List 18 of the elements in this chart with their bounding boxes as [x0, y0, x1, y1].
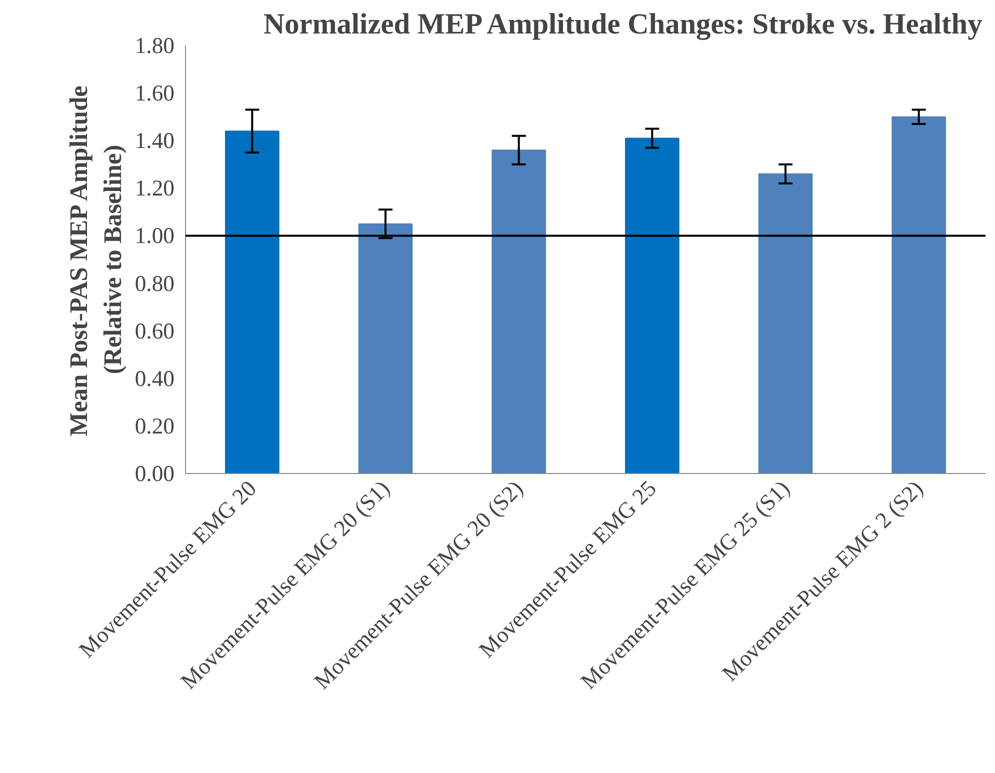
y-tick-label: 1.20: [134, 176, 175, 201]
y-tick-label: 1.00: [134, 223, 175, 248]
y-tick-label: 0.60: [134, 318, 175, 344]
y-tick-label: 0.40: [134, 366, 175, 391]
y-axis-title: Mean Post-PAS MEP Amplitude (Relative to Baseline): [65, 86, 127, 436]
chart-title: Normalized MEP Amplitude Changes: Stroke vs. Healthy: [263, 8, 983, 40]
y-tick-label: 1.60: [134, 80, 175, 106]
bar: [492, 150, 546, 474]
y-tick-label: 0.20: [134, 413, 175, 438]
y-tick-label: 1.40: [134, 128, 175, 154]
bar: [225, 130, 280, 474]
y-tick-label: 1.80: [134, 33, 175, 58]
bar: [758, 173, 813, 474]
y-tick-label: 0.80: [134, 270, 175, 296]
bar: [625, 138, 680, 474]
y-tick-label: 0.00: [134, 461, 175, 486]
bar: [358, 223, 413, 474]
bar: [892, 116, 946, 474]
